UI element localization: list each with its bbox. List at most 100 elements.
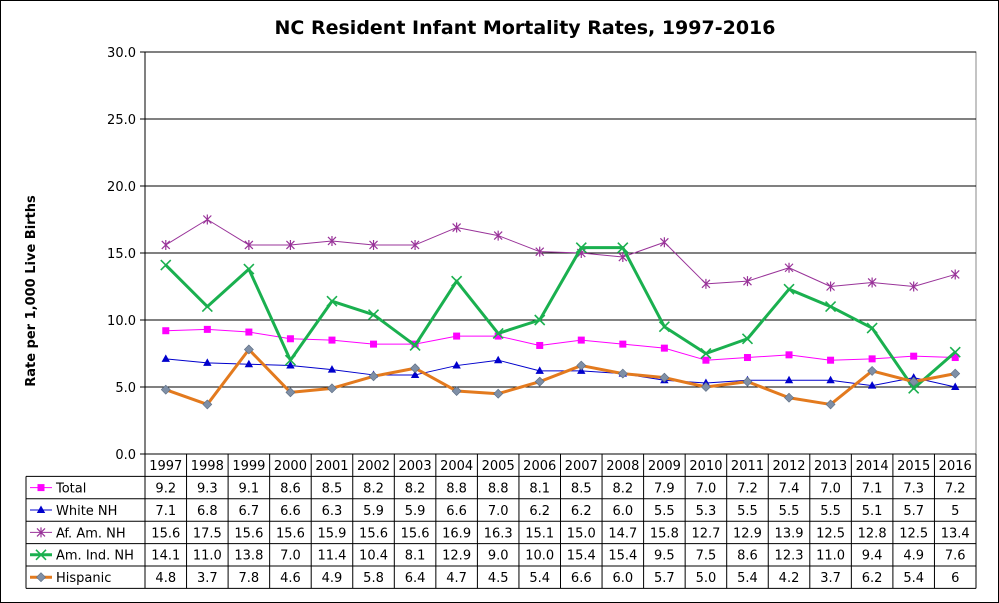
legend-label: Hispanic	[56, 571, 111, 586]
legend-key-marker	[36, 572, 46, 583]
data-label: 7.1	[862, 482, 883, 497]
data-label: 8.2	[405, 482, 426, 497]
data-point	[161, 354, 170, 362]
data-label: 6.2	[529, 504, 550, 519]
data-label: 6.0	[612, 571, 633, 586]
data-point	[244, 239, 254, 250]
legend-label: Total	[55, 482, 86, 497]
data-point	[617, 242, 629, 254]
data-point	[908, 376, 919, 387]
y-tick-label: 15.0	[107, 247, 136, 262]
data-point	[867, 277, 877, 288]
data-point	[866, 322, 878, 334]
data-label: 5.5	[737, 504, 758, 519]
data-label: 5.7	[903, 504, 924, 519]
data-label: 5.8	[363, 571, 384, 586]
data-point	[909, 281, 919, 292]
data-label: 6	[951, 571, 959, 586]
data-label: 7.9	[654, 482, 675, 497]
data-label: 8.6	[280, 482, 301, 497]
data-point	[784, 392, 794, 403]
x-category-label: 2001	[315, 459, 348, 474]
data-label: 12.9	[442, 549, 471, 564]
data-label: 6.8	[197, 504, 218, 519]
data-point	[575, 242, 587, 254]
data-point	[410, 370, 420, 378]
data-label: 5.3	[696, 504, 717, 519]
data-point	[410, 363, 420, 374]
x-category-label: 1999	[232, 459, 265, 474]
data-point	[908, 382, 920, 394]
data-label: 5.7	[654, 571, 675, 586]
data-label: 12.9	[733, 526, 762, 541]
x-category-label: 2016	[939, 459, 972, 474]
data-point	[743, 354, 751, 362]
data-label: 5.4	[529, 571, 550, 586]
x-category-label: 2015	[897, 459, 930, 474]
data-label: 4.8	[155, 571, 176, 586]
data-label: 5.0	[696, 571, 717, 586]
data-label: 6.0	[612, 504, 633, 519]
data-point	[577, 336, 585, 344]
data-label: 8.6	[737, 549, 758, 564]
data-label: 6.3	[322, 504, 343, 519]
data-label: 15.0	[567, 526, 596, 541]
data-point	[162, 327, 170, 335]
data-point	[494, 332, 502, 340]
data-point	[658, 321, 670, 333]
data-point	[741, 333, 754, 345]
series-line	[165, 328, 956, 361]
series-hispanic	[160, 344, 961, 410]
data-point	[784, 375, 794, 384]
data-label: 7.3	[903, 482, 924, 497]
data-label: 6.2	[862, 571, 883, 586]
data-label: 10.0	[525, 549, 554, 564]
data-point	[826, 281, 835, 292]
data-point	[160, 259, 172, 271]
data-label: 12.7	[691, 526, 720, 541]
data-label: 5.9	[363, 504, 384, 519]
data-point	[493, 230, 503, 241]
data-point	[493, 388, 504, 399]
data-point	[535, 366, 544, 374]
data-point	[659, 372, 670, 383]
x-category-label: 2010	[689, 459, 722, 474]
data-point	[367, 309, 380, 321]
x-category-label: 2007	[565, 459, 598, 474]
legend-key-marker	[37, 484, 45, 492]
data-point	[827, 356, 835, 364]
data-point	[826, 375, 835, 384]
series-white-nh	[161, 354, 960, 390]
data-label: 12.3	[775, 549, 804, 564]
data-label: 5	[951, 504, 959, 519]
data-label: 8.8	[446, 482, 467, 497]
data-point	[409, 339, 421, 352]
data-label: 6.6	[446, 504, 467, 519]
legend-label: Af. Am. NH	[56, 526, 126, 541]
data-point	[244, 359, 254, 368]
y-tick-label: 20.0	[107, 180, 136, 195]
data-point	[951, 382, 960, 390]
data-point	[451, 386, 462, 396]
data-label: 11.0	[816, 549, 845, 564]
data-label: 7.0	[696, 482, 717, 497]
data-label: 4.9	[322, 571, 343, 586]
data-label: 15.6	[151, 526, 180, 541]
series-line	[164, 246, 957, 390]
data-point	[660, 344, 668, 352]
data-label: 6.6	[280, 504, 301, 519]
series-line	[165, 347, 956, 406]
data-label: 15.6	[276, 526, 305, 541]
data-label: 10.4	[359, 549, 388, 564]
data-point	[243, 344, 254, 355]
data-label: 9.3	[197, 482, 218, 497]
legend-key-marker	[36, 527, 46, 538]
chart-title: NC Resident Infant Mortality Rates, 1997…	[275, 17, 776, 39]
data-point	[700, 347, 712, 360]
data-point	[617, 368, 628, 379]
data-label: 4.2	[779, 571, 800, 586]
data-point	[286, 361, 295, 369]
data-label: 17.5	[193, 526, 222, 541]
legend-label: White NH	[56, 504, 117, 519]
data-point	[951, 354, 959, 362]
